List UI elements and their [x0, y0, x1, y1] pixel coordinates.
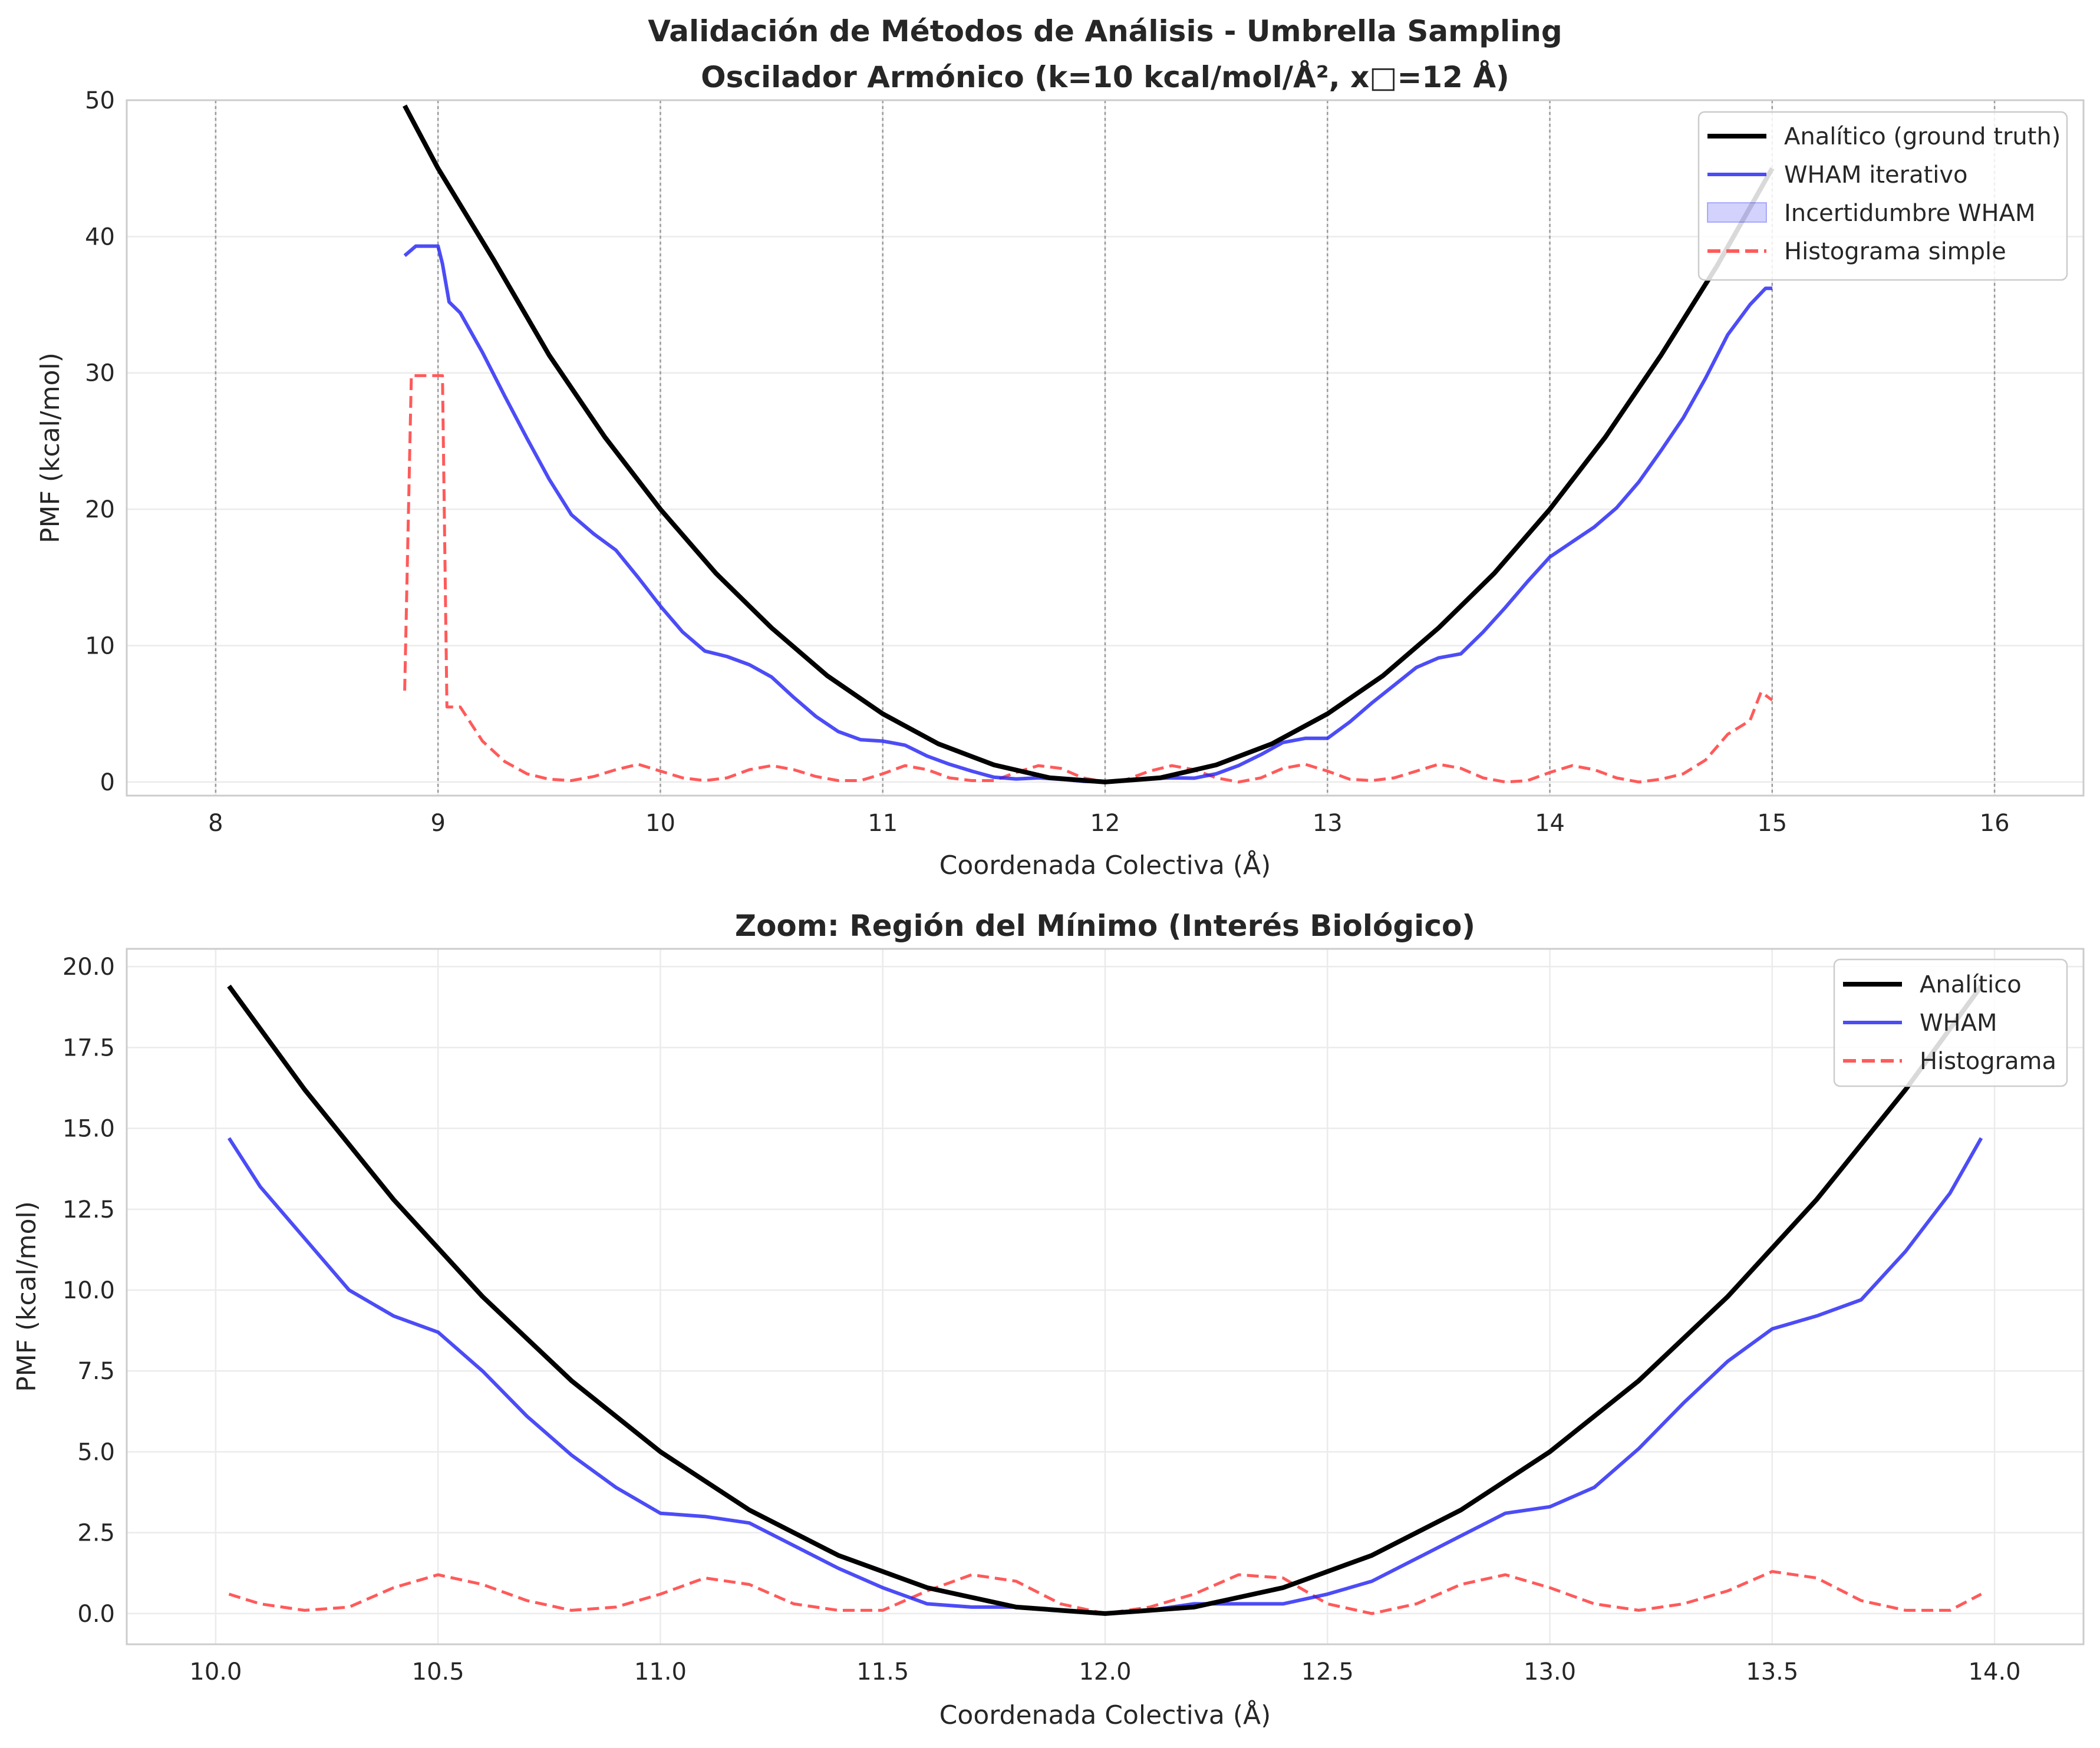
top-plot-x-ticks: 8 9 10 11 12 13 14 15 16: [208, 810, 2009, 837]
y-tick-label: 20.0: [62, 954, 115, 981]
legend-label-analitico: Analítico (ground truth): [1784, 123, 2061, 150]
top-plot-xlabel: Coordenada Colectiva (Å): [939, 849, 1271, 880]
y-tick-label: 2.5: [77, 1520, 115, 1547]
y-tick-label: 7.5: [77, 1358, 115, 1385]
x-tick-label: 14: [1535, 810, 1565, 837]
series-histograma-simple: [403, 374, 1773, 784]
top-plot-legend: Analítico (ground truth) WHAM iterativo …: [1697, 111, 2068, 281]
legend-label-histograma-zoom: Histograma: [1920, 1048, 2056, 1075]
y-tick-label: 30: [85, 360, 115, 387]
top-plot-frame: [126, 99, 2085, 797]
x-tick-label: 12: [1090, 810, 1120, 837]
x-tick-label: 14.0: [1969, 1658, 2021, 1686]
series-anal-tico: [227, 984, 1983, 1616]
y-tick-label: 10.0: [62, 1277, 115, 1304]
legend-label-wham-zoom: WHAM: [1920, 1010, 1997, 1037]
bottom-plot-frame: [126, 948, 2085, 1645]
top-plot-series: [403, 104, 1775, 784]
legend-label-analitico-zoom: Analítico: [1920, 971, 2022, 998]
legend-patch-wham-uncertainty: [1707, 202, 1767, 223]
x-tick-label: 10: [645, 810, 675, 837]
top-plot-ylabel: PMF (kcal/mol): [35, 352, 65, 543]
x-tick-label: 11: [868, 810, 898, 837]
y-tick-label: 10: [85, 632, 115, 659]
x-tick-label: 12.5: [1301, 1658, 1354, 1686]
y-tick-label: 50: [85, 87, 115, 114]
bottom-plot: Zoom: Región del Mínimo (Interés Biológi…: [12, 909, 2085, 1730]
y-tick-label: 0: [100, 769, 115, 796]
bottom-plot-legend: Analítico WHAM Histograma: [1833, 958, 2068, 1087]
x-tick-label: 13: [1313, 810, 1343, 837]
top-plot-title: Validación de Métodos de Análisis - Umbr…: [648, 14, 1562, 48]
y-tick-label: 15.0: [62, 1116, 115, 1143]
x-tick-label: 9: [430, 810, 445, 837]
top-plot: Validación de Métodos de Análisis - Umbr…: [35, 14, 2085, 880]
top-plot-subtitle: Oscilador Armónico (k=10 kcal/mol/Å², x□…: [701, 60, 1509, 94]
x-tick-label: 13.5: [1746, 1658, 1798, 1686]
y-tick-label: 17.5: [62, 1034, 115, 1061]
bottom-plot-title: Zoom: Región del Mínimo (Interés Biológi…: [735, 909, 1475, 943]
legend-label-wham: WHAM iterativo: [1784, 161, 1968, 189]
x-tick-label: 13.0: [1524, 1658, 1576, 1686]
top-plot-y-ticks: 0 10 20 30 40 50: [85, 87, 115, 796]
y-tick-label: 0.0: [77, 1601, 115, 1628]
legend-label-histograma: Histograma simple: [1784, 238, 2006, 265]
x-tick-label: 11.0: [634, 1658, 687, 1686]
series-anal-tico-ground-truth: [403, 104, 1775, 784]
x-tick-label: 8: [208, 810, 223, 837]
top-plot-window-centers: [215, 100, 1996, 796]
bottom-plot-y-ticks: 0.0 2.5 5.0 7.5 10.0 12.5 15.0 17.5 20.0: [62, 954, 115, 1628]
x-tick-label: 10.5: [412, 1658, 464, 1686]
y-tick-label: 5.0: [77, 1439, 115, 1466]
x-tick-label: 10.0: [189, 1658, 242, 1686]
top-plot-legend-box: [1697, 111, 2068, 281]
x-tick-label: 12.0: [1079, 1658, 1131, 1686]
x-tick-label: 15: [1757, 810, 1787, 837]
bottom-plot-x-ticks: 10.0 10.5 11.0 11.5 12.0 12.5 13.0 13.5 14.0: [189, 1658, 2020, 1686]
legend-label-wham-uncertainty: Incertidumbre WHAM: [1784, 200, 2035, 227]
bottom-plot-xlabel: Coordenada Colectiva (Å): [939, 1699, 1271, 1730]
bottom-plot-legend-box: [1833, 958, 2068, 1087]
x-tick-label: 11.5: [856, 1658, 909, 1686]
x-tick-label: 16: [1980, 810, 2010, 837]
y-tick-label: 20: [85, 496, 115, 523]
y-tick-label: 40: [85, 223, 115, 250]
bottom-plot-series: [227, 984, 1983, 1616]
y-tick-label: 12.5: [62, 1196, 115, 1223]
bottom-plot-ylabel: PMF (kcal/mol): [12, 1201, 42, 1392]
